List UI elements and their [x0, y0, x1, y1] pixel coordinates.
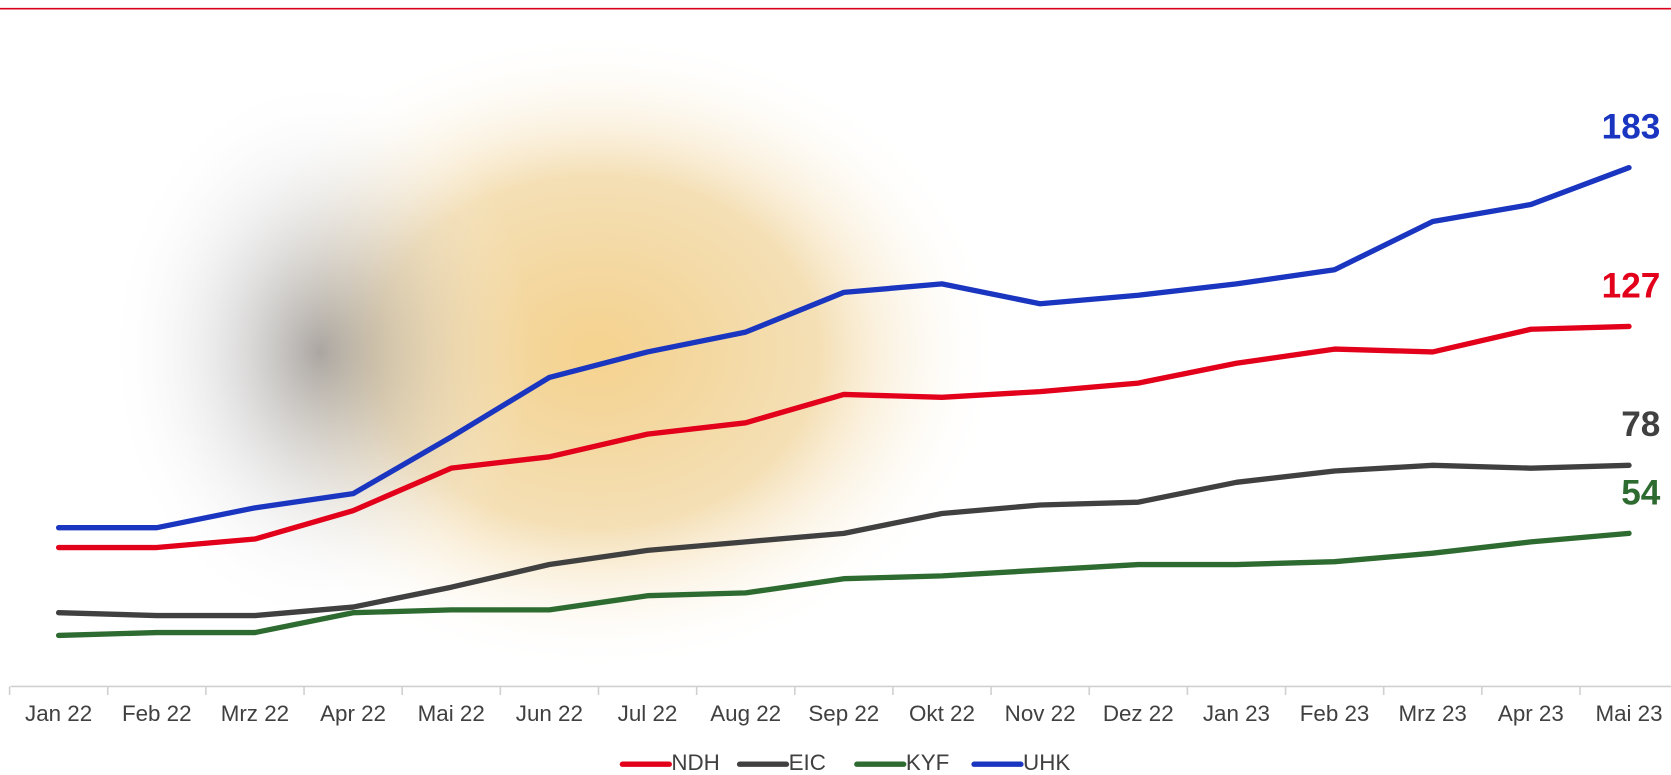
legend-label: UHK: [1023, 750, 1070, 775]
x-tick-label: Feb 22: [122, 701, 192, 726]
x-tick-label: Apr 23: [1498, 701, 1564, 726]
x-tick-label: Jan 23: [1203, 701, 1270, 726]
series-line: [55, 165, 1632, 531]
end-value-label: 127: [1602, 266, 1661, 305]
x-tick-label: Apr 22: [320, 701, 386, 726]
x-tick-label: Mai 22: [418, 701, 485, 726]
x-tick-label: Mrz 22: [221, 701, 289, 726]
x-tick-label: Dez 22: [1103, 701, 1174, 726]
x-tick-label: Sep 22: [808, 701, 879, 726]
end-value-label: 54: [1621, 473, 1661, 512]
x-tick-label: Jan 22: [25, 701, 92, 726]
x-tick-label: Aug 22: [710, 701, 781, 726]
legend-label: KYF: [906, 750, 950, 775]
x-tick-label: Jun 22: [516, 701, 583, 726]
end-value-label: 183: [1602, 108, 1661, 147]
legend-label: EIC: [789, 750, 826, 775]
x-tick-label: Okt 22: [909, 701, 975, 726]
series-line: [55, 462, 1632, 619]
x-tick-label: Jul 22: [618, 701, 678, 726]
x-tick-label: Feb 23: [1300, 701, 1370, 726]
end-value-label: 78: [1621, 405, 1660, 444]
legend-label: NDH: [671, 750, 719, 775]
series-line: [55, 323, 1632, 551]
x-tick-label: Mrz 23: [1399, 701, 1467, 726]
x-tick-label: Nov 22: [1005, 701, 1076, 726]
background-photo-figure: [106, 74, 533, 629]
series-line: [55, 530, 1632, 639]
x-tick-label: Mai 23: [1595, 701, 1662, 726]
